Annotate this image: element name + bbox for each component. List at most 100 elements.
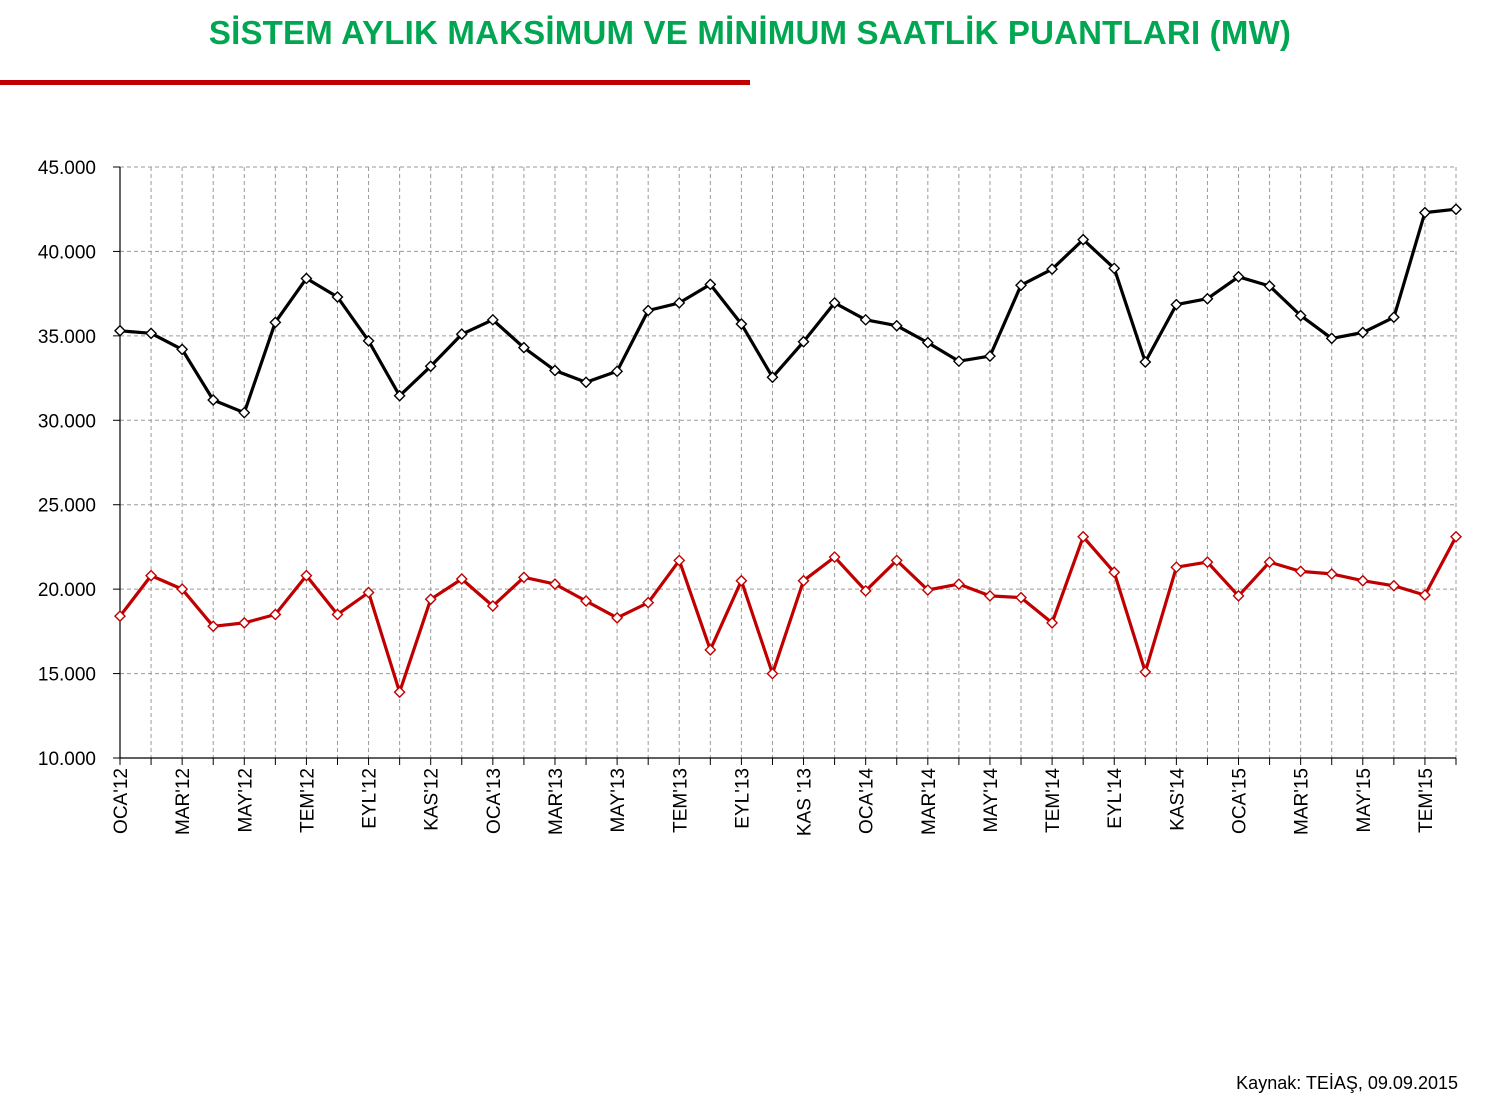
y-tick-label: 40.000 — [38, 242, 96, 263]
chart-series — [114, 203, 1462, 699]
max-series-point — [269, 316, 282, 329]
chart-axes — [119, 167, 1457, 765]
max-series-point — [362, 334, 375, 347]
min-series-point — [983, 589, 996, 602]
min-series-point — [766, 667, 779, 680]
x-tick-label: TEM'14 — [1043, 768, 1064, 833]
min-series-point — [1015, 591, 1028, 604]
min-series-point — [486, 600, 499, 613]
x-tick-label: KAS'12 — [422, 768, 443, 831]
max-series-point — [766, 371, 779, 384]
min-series-point — [238, 616, 251, 629]
min-series-point — [1077, 530, 1090, 543]
max-series-point — [176, 343, 189, 356]
chart-grid — [120, 166, 1457, 758]
max-series-point — [673, 296, 686, 309]
x-tick-label: MAR'12 — [173, 768, 194, 835]
min-series-point — [1294, 565, 1307, 578]
max-series-point — [207, 394, 220, 407]
max-series-point — [145, 327, 158, 340]
min-series-point — [1263, 556, 1276, 569]
max-series-point — [1450, 203, 1462, 216]
min-series-point — [424, 593, 437, 606]
min-series-point — [1450, 530, 1462, 543]
min-series-point — [1387, 579, 1400, 592]
max-series-point — [238, 406, 251, 419]
x-tick-label: TEM'15 — [1416, 768, 1437, 833]
min-series-point — [859, 584, 872, 597]
min-series-point — [642, 596, 655, 609]
max-series-point — [1170, 298, 1183, 311]
min-series-point — [1418, 589, 1431, 602]
max-series-point — [114, 324, 126, 337]
max-series-point — [300, 272, 313, 285]
min-series-point — [921, 583, 934, 596]
min-series-point — [1356, 574, 1369, 587]
max-series-point — [952, 355, 965, 368]
y-tick-label: 25.000 — [38, 496, 96, 517]
x-tick-label: TEM'13 — [670, 768, 691, 833]
max-series-line — [119, 207, 1457, 415]
max-series-point — [393, 389, 406, 402]
max-series-point — [1387, 311, 1400, 324]
y-tick-label: 45.000 — [38, 158, 96, 179]
min-series-point — [1170, 561, 1183, 574]
x-tick-label: MAY'12 — [235, 768, 256, 833]
min-series-point — [455, 573, 468, 586]
max-series-point — [1325, 332, 1338, 345]
max-series-point — [455, 328, 468, 341]
max-series-point — [859, 313, 872, 326]
min-series-point — [1201, 556, 1214, 569]
min-series-point — [300, 569, 313, 582]
max-series-point — [1232, 270, 1245, 283]
min-series-point — [890, 554, 903, 567]
max-series-point — [517, 341, 530, 354]
max-series-point — [486, 313, 499, 326]
x-tick-label: OCA'13 — [484, 768, 505, 834]
x-tick-label: OCA'15 — [1230, 768, 1251, 834]
max-series-point — [1108, 262, 1121, 275]
x-tick-label: MAY'13 — [608, 768, 629, 833]
min-series-point — [362, 586, 375, 599]
max-series-point — [1077, 233, 1090, 246]
min-series-point — [393, 686, 406, 699]
min-series-point — [828, 551, 841, 564]
x-tick-label: MAR'13 — [546, 768, 567, 835]
max-series-point — [735, 318, 748, 331]
y-tick-label: 10.000 — [38, 749, 96, 770]
x-axis-labels: OCA'12 MAR'12 MAY'12 TEM'12 EYL'12 KAS'12 OCA'… — [111, 768, 1437, 836]
max-series-point — [921, 336, 934, 349]
x-tick-label: TEM'12 — [297, 768, 318, 833]
min-series-point — [1108, 566, 1121, 579]
y-tick-label: 30.000 — [38, 411, 96, 432]
min-series-point — [1139, 665, 1152, 678]
source-note: Kaynak: TEİAŞ, 09.09.2015 — [1236, 1073, 1458, 1093]
min-series-point — [735, 574, 748, 587]
max-series-point — [828, 296, 841, 309]
x-tick-label: MAR'14 — [919, 768, 940, 835]
min-series-point — [1232, 589, 1245, 602]
max-series-point — [1263, 280, 1276, 293]
min-series-point — [331, 608, 344, 621]
min-series-point — [548, 578, 561, 591]
min-series-point — [1325, 567, 1338, 580]
max-series-point — [1015, 279, 1028, 292]
x-tick-label: KAS '13 — [795, 768, 816, 836]
min-series-point — [269, 608, 282, 621]
min-series-point — [1046, 616, 1059, 629]
x-tick-label: KAS'14 — [1167, 768, 1188, 831]
min-series-line — [118, 535, 1458, 694]
min-series-point — [207, 620, 220, 633]
min-series-point — [797, 574, 810, 587]
max-series-point — [983, 350, 996, 363]
x-tick-label: EYL'13 — [732, 768, 753, 829]
max-series-point — [890, 319, 903, 332]
x-tick-label: EYL'14 — [1105, 768, 1126, 829]
min-series-point — [517, 571, 530, 584]
max-series-point — [642, 304, 655, 317]
x-tick-label: EYL'12 — [360, 768, 381, 829]
min-series-point — [114, 610, 126, 623]
page-title: SİSTEM AYLIK MAKSİMUM VE MİNİMUM SAATLİK… — [208, 14, 1292, 51]
x-tick-label: MAY'15 — [1354, 768, 1375, 833]
